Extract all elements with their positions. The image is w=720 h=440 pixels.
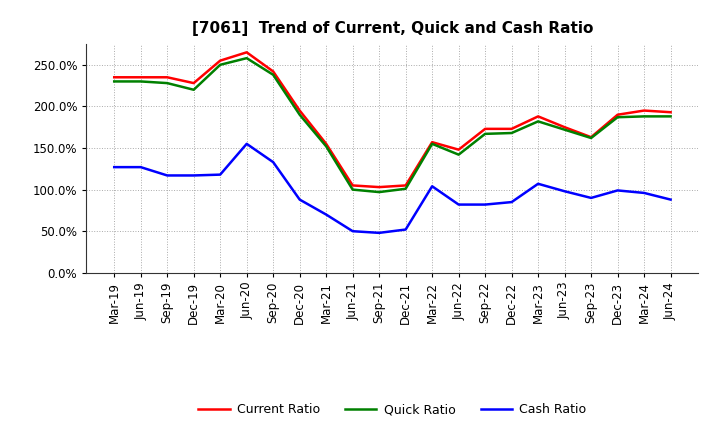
Quick Ratio xyxy=(401,186,410,191)
Quick Ratio xyxy=(640,114,649,119)
Quick Ratio xyxy=(189,87,198,92)
Cash Ratio xyxy=(269,160,277,165)
Quick Ratio xyxy=(666,114,675,119)
Line: Quick Ratio: Quick Ratio xyxy=(114,58,670,192)
Cash Ratio xyxy=(348,228,357,234)
Quick Ratio xyxy=(163,81,171,86)
Cash Ratio xyxy=(428,183,436,189)
Current Ratio xyxy=(534,114,542,119)
Cash Ratio xyxy=(375,230,384,235)
Quick Ratio xyxy=(481,131,490,136)
Cash Ratio xyxy=(216,172,225,177)
Quick Ratio xyxy=(560,127,569,132)
Quick Ratio xyxy=(375,190,384,195)
Current Ratio xyxy=(666,110,675,115)
Cash Ratio xyxy=(136,165,145,170)
Current Ratio xyxy=(508,126,516,132)
Legend: Current Ratio, Quick Ratio, Cash Ratio: Current Ratio, Quick Ratio, Cash Ratio xyxy=(193,398,592,421)
Cash Ratio xyxy=(587,195,595,201)
Cash Ratio xyxy=(401,227,410,232)
Current Ratio xyxy=(243,50,251,55)
Current Ratio xyxy=(322,141,330,147)
Line: Cash Ratio: Cash Ratio xyxy=(114,144,670,233)
Cash Ratio xyxy=(189,173,198,178)
Cash Ratio xyxy=(560,189,569,194)
Quick Ratio xyxy=(534,119,542,124)
Current Ratio xyxy=(428,139,436,145)
Quick Ratio xyxy=(454,152,463,157)
Quick Ratio xyxy=(587,136,595,141)
Current Ratio xyxy=(295,108,304,113)
Cash Ratio xyxy=(163,173,171,178)
Title: [7061]  Trend of Current, Quick and Cash Ratio: [7061] Trend of Current, Quick and Cash … xyxy=(192,21,593,36)
Cash Ratio xyxy=(666,197,675,202)
Current Ratio xyxy=(481,126,490,132)
Cash Ratio xyxy=(295,197,304,202)
Cash Ratio xyxy=(534,181,542,187)
Current Ratio xyxy=(587,135,595,140)
Current Ratio xyxy=(613,112,622,117)
Quick Ratio xyxy=(216,62,225,67)
Cash Ratio xyxy=(454,202,463,207)
Quick Ratio xyxy=(348,187,357,192)
Cash Ratio xyxy=(640,190,649,195)
Cash Ratio xyxy=(508,199,516,205)
Current Ratio xyxy=(189,81,198,86)
Current Ratio xyxy=(269,69,277,74)
Quick Ratio xyxy=(613,114,622,120)
Current Ratio xyxy=(640,108,649,113)
Current Ratio xyxy=(136,75,145,80)
Quick Ratio xyxy=(243,55,251,61)
Quick Ratio xyxy=(136,79,145,84)
Current Ratio xyxy=(454,147,463,152)
Cash Ratio xyxy=(110,165,119,170)
Quick Ratio xyxy=(110,79,119,84)
Cash Ratio xyxy=(613,188,622,193)
Cash Ratio xyxy=(243,141,251,147)
Current Ratio xyxy=(401,183,410,188)
Quick Ratio xyxy=(322,144,330,149)
Quick Ratio xyxy=(269,72,277,77)
Quick Ratio xyxy=(508,130,516,136)
Current Ratio xyxy=(560,125,569,130)
Quick Ratio xyxy=(295,112,304,117)
Current Ratio xyxy=(216,58,225,63)
Current Ratio xyxy=(163,75,171,80)
Cash Ratio xyxy=(322,212,330,217)
Cash Ratio xyxy=(481,202,490,207)
Current Ratio xyxy=(375,184,384,190)
Line: Current Ratio: Current Ratio xyxy=(114,52,670,187)
Quick Ratio xyxy=(428,141,436,147)
Current Ratio xyxy=(110,75,119,80)
Current Ratio xyxy=(348,183,357,188)
